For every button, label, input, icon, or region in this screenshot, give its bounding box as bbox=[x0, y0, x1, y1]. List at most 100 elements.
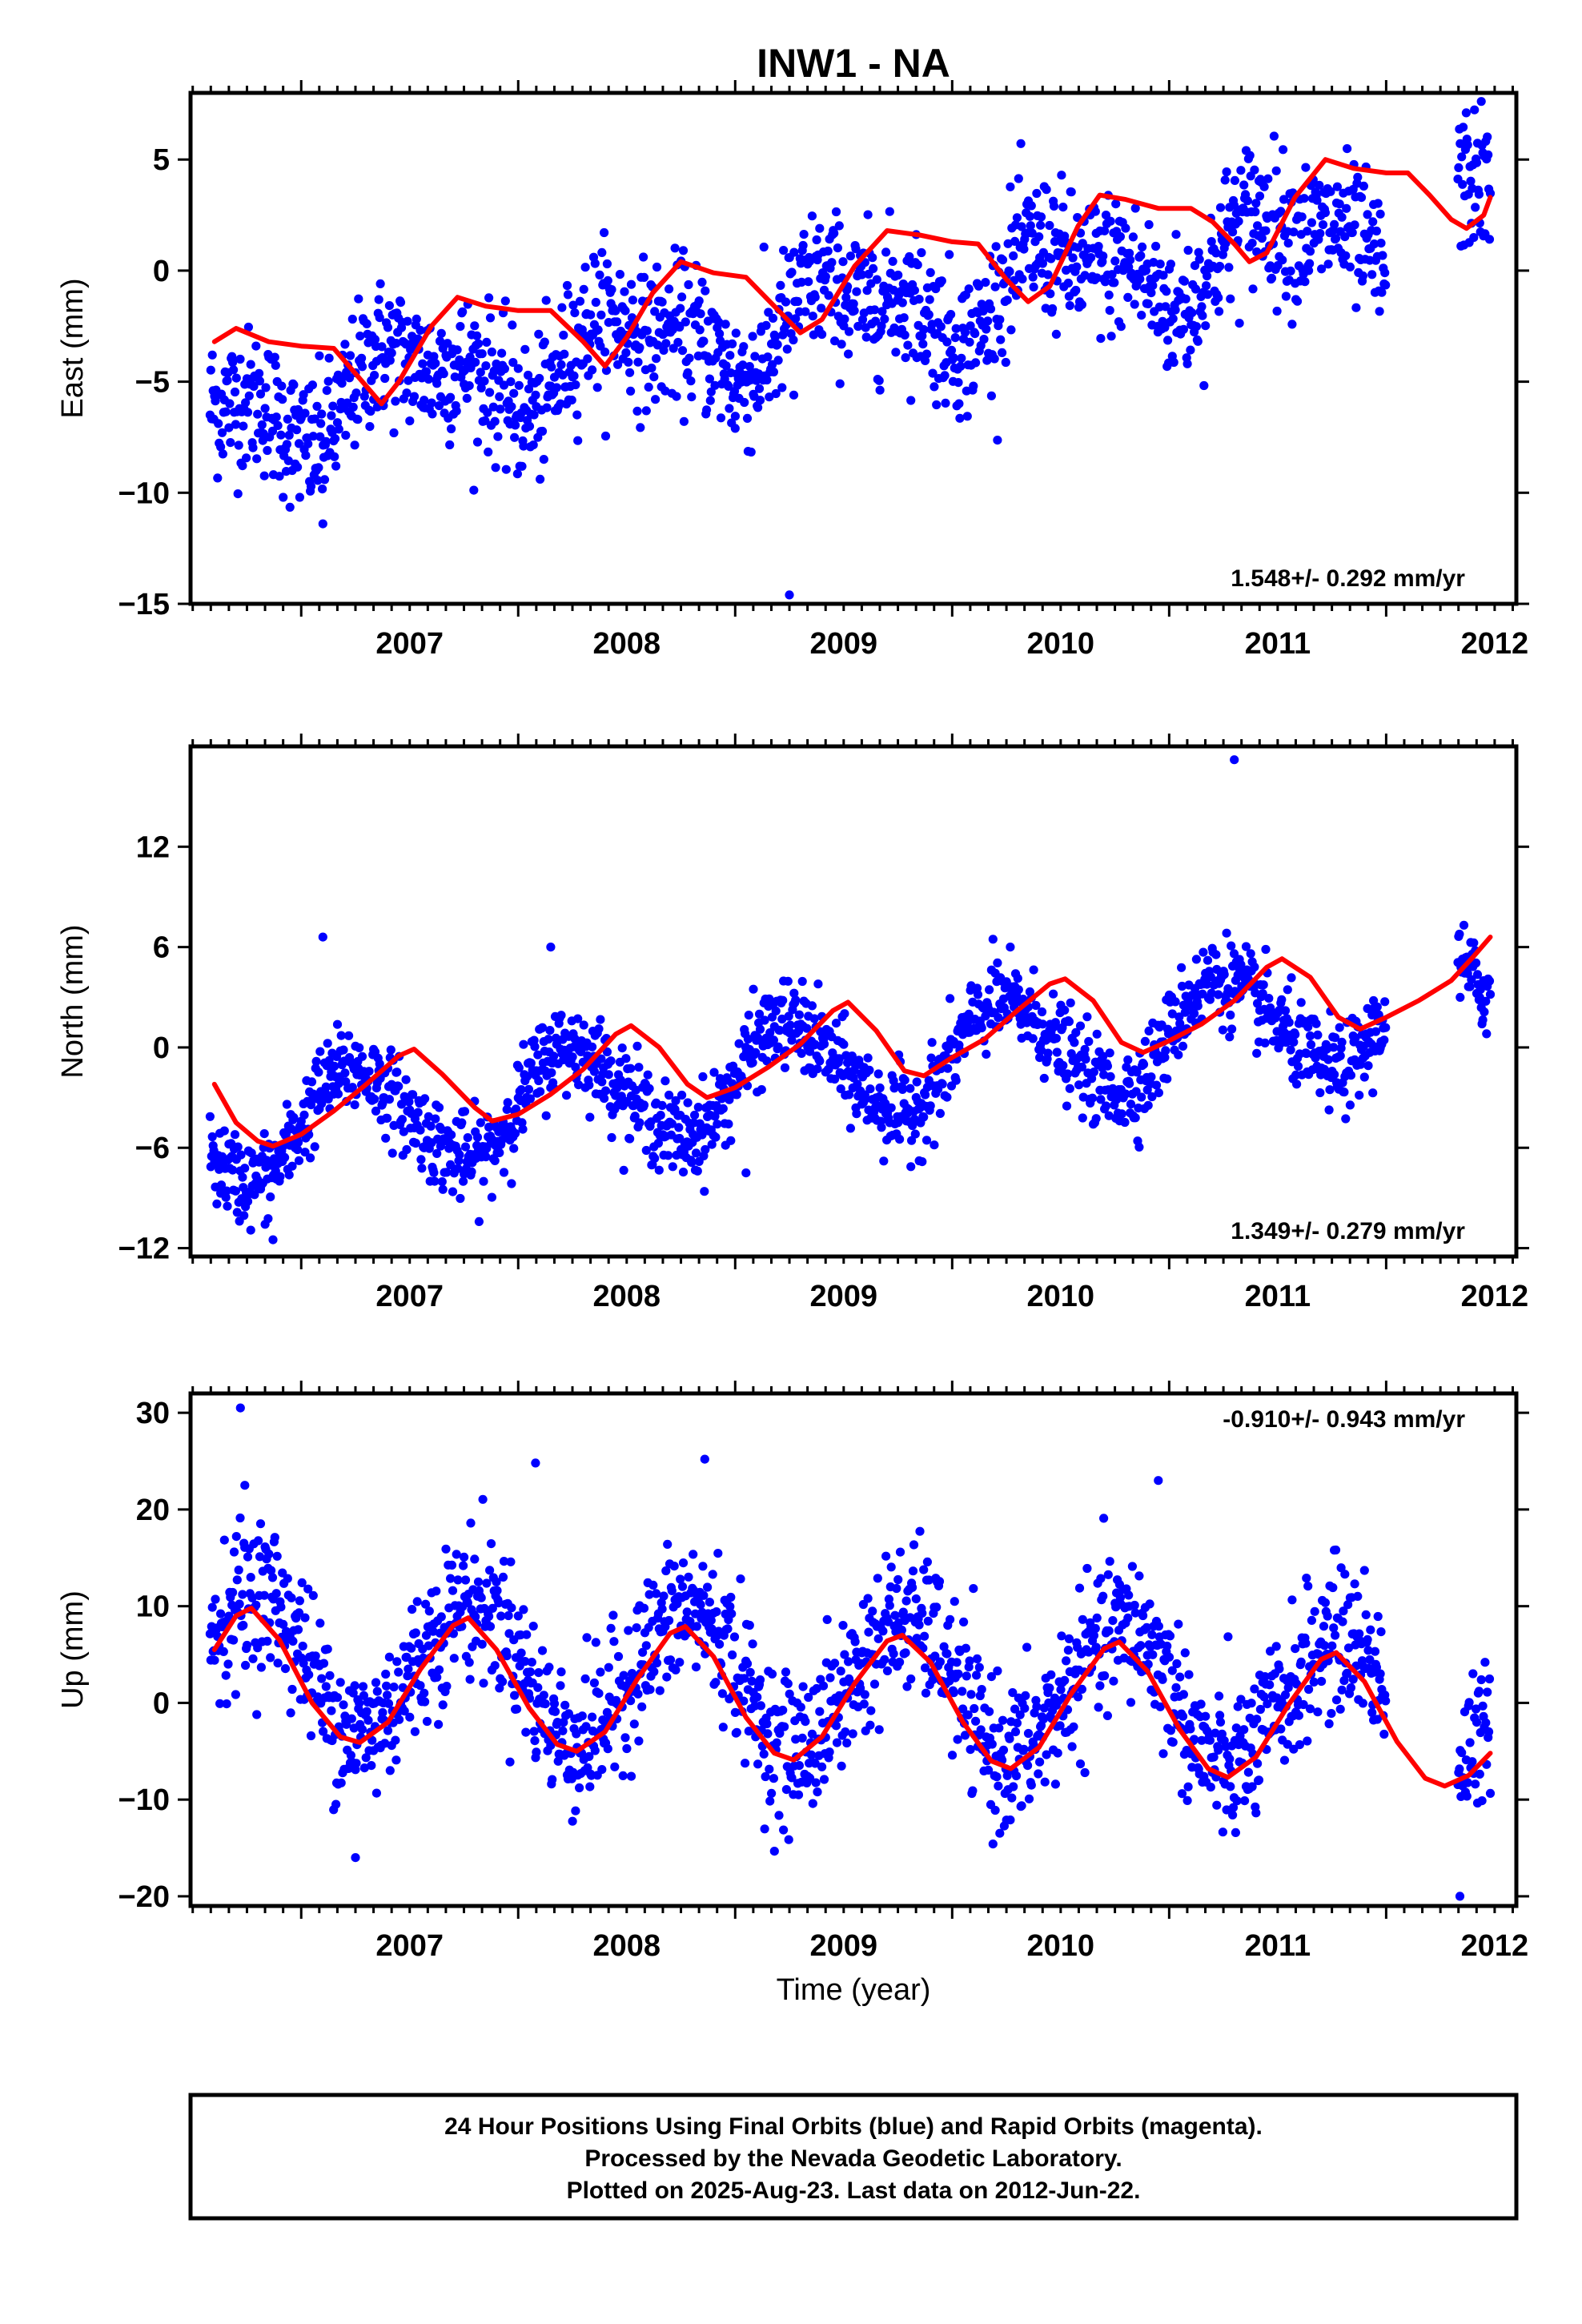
up-data-point bbox=[1007, 1793, 1017, 1803]
east-data-point bbox=[950, 333, 960, 343]
up-data-point bbox=[1020, 1703, 1030, 1713]
north-y-tick-label: 0 bbox=[153, 1031, 170, 1065]
east-data-point bbox=[1347, 227, 1357, 237]
up-data-point bbox=[476, 1593, 486, 1602]
east-data-point bbox=[990, 354, 999, 364]
up-data-point bbox=[684, 1572, 693, 1582]
north-data-point bbox=[697, 1130, 707, 1140]
east-data-point bbox=[481, 361, 491, 371]
up-data-point bbox=[641, 1641, 651, 1651]
north-data-point bbox=[1121, 1089, 1130, 1099]
north-data-point bbox=[259, 1129, 269, 1139]
east-data-point bbox=[420, 396, 429, 405]
north-data-point bbox=[905, 1084, 915, 1093]
north-data-point bbox=[1472, 958, 1481, 968]
north-data-point bbox=[635, 1118, 644, 1128]
north-data-point bbox=[324, 1055, 334, 1065]
north-data-point bbox=[668, 1162, 677, 1172]
east-data-point bbox=[218, 449, 227, 459]
north-data-point bbox=[1296, 998, 1306, 1007]
north-data-point bbox=[1036, 1045, 1046, 1055]
east-data-point bbox=[239, 421, 248, 431]
east-data-point bbox=[375, 279, 385, 288]
east-data-point bbox=[512, 469, 523, 479]
up-data-point bbox=[915, 1526, 925, 1536]
east-data-point bbox=[787, 267, 797, 277]
up-data-point bbox=[506, 1557, 516, 1566]
east-data-point bbox=[739, 342, 749, 352]
east-data-point bbox=[716, 413, 726, 423]
north-data-point bbox=[417, 1164, 427, 1173]
up-data-point bbox=[972, 1671, 982, 1680]
east-data-point bbox=[428, 409, 437, 419]
up-data-point bbox=[540, 1699, 550, 1709]
east-data-point bbox=[1106, 216, 1115, 226]
up-data-point bbox=[1015, 1710, 1025, 1719]
north-outlier-point bbox=[741, 1168, 751, 1178]
up-data-point bbox=[860, 1690, 869, 1699]
up-data-point bbox=[1026, 1780, 1036, 1790]
up-data-point bbox=[1243, 1767, 1253, 1777]
up-data-point bbox=[560, 1700, 570, 1710]
north-data-point bbox=[726, 1136, 736, 1145]
east-data-point bbox=[252, 454, 262, 464]
up-data-point bbox=[912, 1634, 921, 1643]
up-data-point bbox=[346, 1751, 355, 1760]
north-data-point bbox=[230, 1130, 240, 1140]
up-data-point bbox=[530, 1736, 540, 1746]
east-data-point bbox=[480, 416, 490, 426]
north-data-point bbox=[1058, 1060, 1068, 1071]
north-data-point bbox=[895, 1135, 905, 1144]
north-data-point bbox=[1286, 1045, 1295, 1055]
up-data-point bbox=[1174, 1619, 1183, 1629]
up-data-point bbox=[1271, 1642, 1281, 1651]
up-data-point bbox=[1247, 1699, 1256, 1708]
east-data-point bbox=[817, 329, 827, 340]
up-data-point bbox=[959, 1617, 969, 1626]
north-data-point bbox=[1355, 1091, 1364, 1100]
north-data-point bbox=[815, 1056, 825, 1066]
north-data-point bbox=[525, 1094, 536, 1104]
east-data-point bbox=[313, 476, 323, 485]
north-data-point bbox=[243, 1196, 253, 1206]
up-data-point bbox=[331, 1799, 341, 1809]
up-data-point bbox=[779, 1825, 789, 1835]
north-data-point bbox=[865, 1065, 874, 1075]
east-data-point bbox=[868, 253, 877, 263]
east-data-point bbox=[793, 296, 803, 307]
north-data-point bbox=[926, 1101, 935, 1111]
east-data-point bbox=[1287, 320, 1297, 329]
north-data-point bbox=[674, 1123, 684, 1132]
east-data-point bbox=[235, 354, 245, 364]
up-data-point bbox=[914, 1620, 924, 1630]
up-data-point bbox=[582, 1633, 592, 1642]
east-data-point bbox=[1454, 163, 1464, 172]
up-data-point bbox=[652, 1589, 661, 1598]
east-data-point bbox=[1220, 175, 1230, 185]
east-data-point bbox=[217, 428, 227, 437]
up-data-point bbox=[726, 1592, 736, 1602]
east-data-point bbox=[572, 410, 582, 420]
north-data-point bbox=[1380, 997, 1390, 1007]
east-data-point bbox=[340, 340, 350, 349]
up-data-point bbox=[315, 1618, 325, 1628]
north-data-point bbox=[463, 1133, 472, 1143]
east-data-point bbox=[715, 329, 725, 339]
north-data-point bbox=[661, 1076, 670, 1086]
up-data-point bbox=[411, 1628, 420, 1638]
east-data-point bbox=[353, 415, 363, 424]
east-data-point bbox=[514, 380, 524, 390]
north-data-point bbox=[879, 1156, 889, 1166]
east-data-point bbox=[624, 357, 633, 367]
north-data-point bbox=[1322, 1044, 1331, 1054]
north-data-point bbox=[757, 1085, 766, 1095]
east-data-point bbox=[1032, 188, 1042, 199]
north-data-point bbox=[1222, 928, 1231, 938]
up-data-point bbox=[389, 1683, 399, 1692]
east-data-point bbox=[490, 416, 500, 426]
up-data-point bbox=[479, 1679, 488, 1688]
up-data-point bbox=[662, 1672, 672, 1682]
up-data-point bbox=[619, 1671, 628, 1680]
east-data-point bbox=[384, 301, 394, 311]
